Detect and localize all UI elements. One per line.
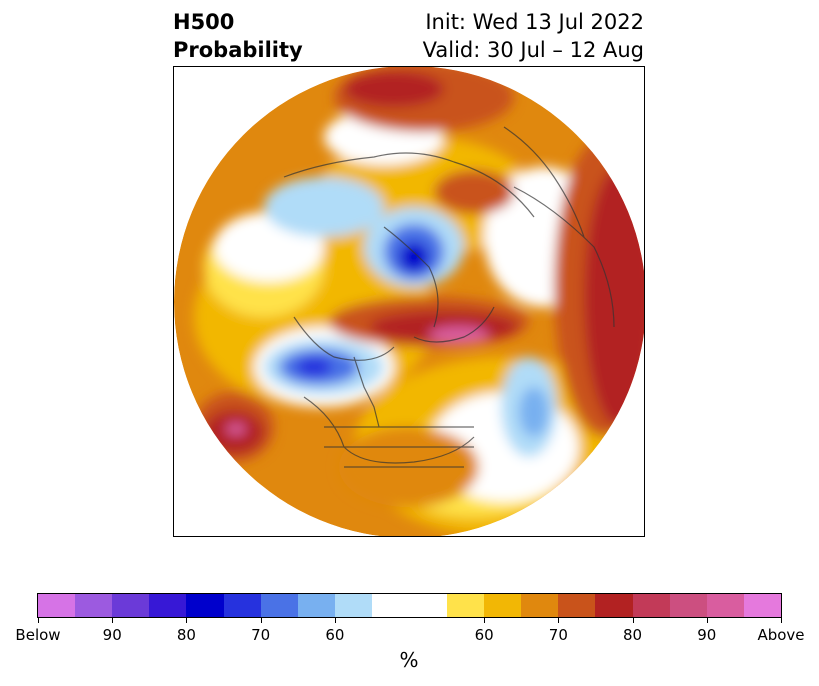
colorbar-label: 60: [474, 626, 494, 644]
colorbar-label: 60: [325, 626, 345, 644]
colorbar-segment: [223, 594, 261, 617]
colorbar-label: 90: [102, 626, 122, 644]
colorbar-segment: [558, 594, 596, 617]
colorbar-segment: [446, 594, 485, 617]
colorbar-tick: [112, 618, 114, 623]
colorbar-label: Below: [15, 626, 61, 644]
variable-title: H500: [173, 10, 235, 34]
title-left: H500 Probability: [173, 8, 303, 64]
colorbar-segment: [260, 594, 298, 617]
product-title: Probability: [173, 38, 303, 62]
colorbar: [37, 593, 782, 618]
colorbar-segment: [334, 594, 372, 617]
colorbar-segment: [112, 594, 150, 617]
probability-map: [174, 67, 644, 536]
colorbar-segment: [149, 594, 187, 617]
colorbar-segment: [595, 594, 633, 617]
colorbar-segment: [669, 594, 707, 617]
colorbar-segment: [38, 594, 76, 617]
colorbar-tick: [334, 618, 336, 623]
colorbar-segment: [75, 594, 113, 617]
colorbar-tick: [558, 618, 560, 623]
colorbar-segment: [632, 594, 670, 617]
colorbar-segment: [186, 594, 224, 617]
colorbar-tick: [706, 618, 708, 623]
colorbar-label: 80: [623, 626, 643, 644]
colorbar-label: 70: [251, 626, 271, 644]
colorbar-tick: [632, 618, 634, 623]
map-panel: [173, 66, 645, 537]
colorbar-label: 90: [697, 626, 717, 644]
colorbar-label: 80: [176, 626, 196, 644]
colorbar-segment: [371, 594, 447, 617]
colorbar-tick: [186, 618, 188, 623]
title-right: Init: Wed 13 Jul 2022 Valid: 30 Jul – 12…: [423, 8, 644, 64]
colorbar-segment: [743, 594, 781, 617]
colorbar-segment: [297, 594, 335, 617]
colorbar-segment: [521, 594, 559, 617]
colorbar-tick: [260, 618, 262, 623]
colorbar-segment: [484, 594, 522, 617]
valid-range: Valid: 30 Jul – 12 Aug: [422, 38, 644, 62]
init-date: Init: Wed 13 Jul 2022: [425, 10, 644, 34]
colorbar-segment: [706, 594, 744, 617]
colorbar-tick: [484, 618, 486, 623]
colorbar-tick: [38, 618, 39, 623]
colorbar-label: Above: [757, 626, 805, 644]
colorbar-label: 70: [548, 626, 568, 644]
map-disc: [174, 67, 644, 536]
colorbar-tick: [781, 618, 782, 623]
colorbar-unit: %: [399, 648, 419, 672]
